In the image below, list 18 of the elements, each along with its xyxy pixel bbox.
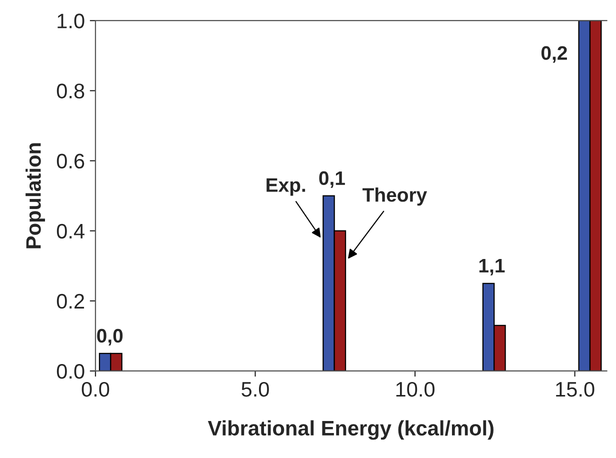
series-label: Theory [362, 187, 428, 206]
y-tick-label: 0.6 [56, 154, 84, 169]
x-tick-label: 15.0 [556, 382, 594, 397]
annotation: 1,1 [479, 259, 505, 276]
y-tick-label: 0.8 [56, 84, 84, 98]
x-tick-label: 10.0 [396, 382, 434, 397]
y-axis-title: Population [26, 143, 45, 248]
x-tick-label: 0.0 [82, 382, 110, 397]
annotation: 0,2 [541, 46, 567, 63]
annotation: 0,0 [97, 328, 123, 346]
series-label: Exp. [266, 178, 306, 196]
y-tick-label: 0.4 [56, 224, 84, 239]
x-axis-title: Vibrational Energy (kcal/mol) [208, 420, 494, 440]
annotation: 0,1 [319, 171, 345, 188]
x-tick-label: 5.0 [242, 382, 269, 397]
y-tick-label: 0.2 [56, 294, 84, 309]
y-tick-label: 0.0 [56, 364, 84, 379]
y-tick-label: 1.0 [58, 14, 84, 28]
